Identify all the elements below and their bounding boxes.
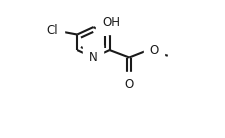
- Text: O: O: [149, 44, 158, 57]
- Text: N: N: [89, 51, 97, 64]
- Text: OH: OH: [101, 16, 119, 29]
- Text: O: O: [124, 78, 133, 91]
- Text: Cl: Cl: [46, 24, 58, 37]
